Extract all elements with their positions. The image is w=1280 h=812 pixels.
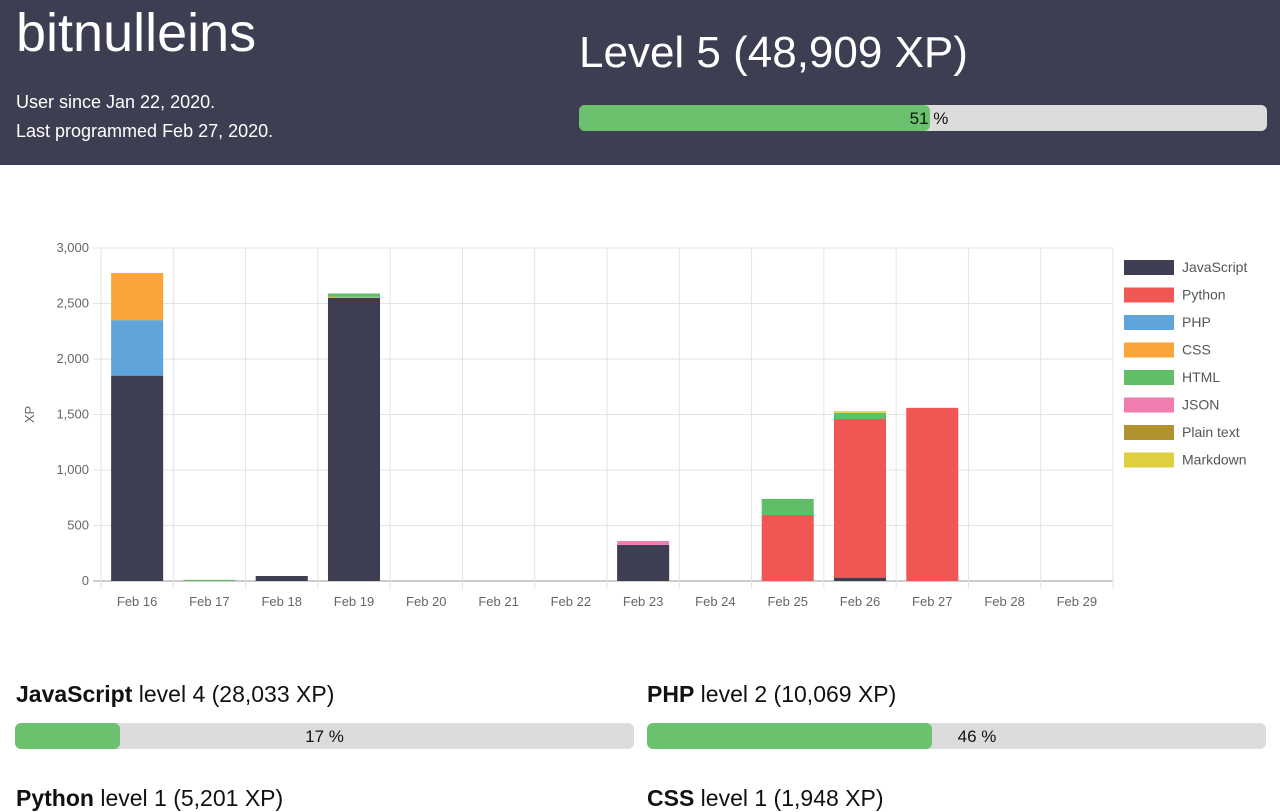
bar-html bbox=[761, 498, 814, 515]
progress-label: 46 % bbox=[957, 727, 997, 746]
bar-html bbox=[833, 412, 887, 419]
skill-level: level 2 (10,069 XP) bbox=[694, 681, 897, 707]
x-tick-label: Feb 25 bbox=[767, 594, 807, 609]
y-tick-label: 1,500 bbox=[56, 407, 89, 422]
y-tick-label: 2,500 bbox=[56, 296, 89, 311]
skill-name: PHP bbox=[647, 681, 695, 707]
legend-label: PHP bbox=[1182, 314, 1211, 330]
bar-python bbox=[906, 407, 959, 581]
progress-fill bbox=[647, 723, 932, 749]
legend-swatch bbox=[1124, 370, 1174, 385]
y-axis-label: XP bbox=[22, 406, 37, 423]
skill-javascript-title: JavaScript level 4 (28,033 XP) bbox=[16, 681, 334, 708]
bar-json bbox=[617, 541, 670, 545]
x-tick-label: Feb 16 bbox=[117, 594, 157, 609]
bar-html bbox=[183, 579, 236, 581]
profile-header: bitnulleins User since Jan 22, 2020. Las… bbox=[0, 0, 1280, 165]
bar-javascript bbox=[833, 577, 887, 581]
x-tick-label: Feb 21 bbox=[478, 594, 518, 609]
y-tick-label: 1,000 bbox=[56, 462, 89, 477]
skill-level: level 4 (28,033 XP) bbox=[132, 681, 335, 707]
skill-name: Python bbox=[16, 785, 94, 811]
bar-css bbox=[111, 272, 164, 321]
bar-javascript bbox=[327, 297, 381, 581]
skill-python-title: Python level 1 (5,201 XP) bbox=[16, 785, 283, 812]
overall-level: Level 5 (48,909 XP) bbox=[579, 28, 968, 77]
x-tick-label: Feb 26 bbox=[840, 594, 880, 609]
bar-javascript bbox=[255, 576, 308, 581]
y-tick-label: 3,000 bbox=[56, 240, 89, 255]
skill-name: CSS bbox=[647, 785, 695, 811]
legend-swatch bbox=[1124, 260, 1174, 275]
user-since: User since Jan 22, 2020. bbox=[16, 92, 216, 112]
legend-label: Markdown bbox=[1182, 452, 1247, 468]
bar-markdown bbox=[833, 411, 887, 413]
legend-label: JSON bbox=[1182, 397, 1219, 413]
skill-php-title: PHP level 2 (10,069 XP) bbox=[647, 681, 896, 708]
last-programmed: Last programmed Feb 27, 2020. bbox=[16, 121, 274, 141]
legend-swatch bbox=[1124, 452, 1174, 468]
x-tick-label: Feb 27 bbox=[912, 594, 952, 609]
legend-swatch bbox=[1124, 287, 1174, 303]
skill-level: level 1 (5,201 XP) bbox=[93, 785, 284, 811]
bar-javascript bbox=[111, 375, 164, 581]
skill-level: level 1 (1,948 XP) bbox=[694, 785, 884, 811]
y-tick-label: 500 bbox=[67, 518, 89, 533]
bar-css bbox=[327, 296, 381, 298]
legend-label: Plain text bbox=[1182, 424, 1240, 440]
skill-css-title: CSS level 1 (1,948 XP) bbox=[647, 785, 884, 812]
bar-html bbox=[327, 293, 381, 297]
legend-swatch bbox=[1124, 397, 1174, 413]
username: bitnulleins bbox=[16, 3, 257, 63]
legend-swatch bbox=[1124, 315, 1174, 330]
skill-name: JavaScript bbox=[16, 681, 133, 707]
skill-php-progress: 46 % bbox=[647, 723, 1266, 749]
x-tick-label: Feb 22 bbox=[551, 594, 591, 609]
x-tick-label: Feb 19 bbox=[334, 594, 374, 609]
legend-swatch bbox=[1124, 425, 1174, 440]
progress-label: 51 % bbox=[909, 109, 949, 128]
legend-label: HTML bbox=[1182, 369, 1220, 385]
legend-label: CSS bbox=[1182, 342, 1211, 358]
bar-javascript bbox=[617, 544, 670, 581]
x-tick-label: Feb 17 bbox=[189, 594, 229, 609]
bar-python bbox=[833, 418, 887, 578]
overall-progress-bar: 51 % bbox=[579, 105, 1267, 131]
bar-python bbox=[761, 514, 814, 581]
progress-label: 17 % bbox=[305, 727, 344, 746]
y-tick-label: 0 bbox=[82, 573, 89, 588]
legend-label: Python bbox=[1182, 287, 1226, 303]
progress-fill bbox=[579, 105, 930, 131]
progress-fill bbox=[15, 723, 121, 749]
y-tick-label: 2,000 bbox=[56, 351, 89, 366]
skill-javascript-progress: 17 % bbox=[15, 723, 634, 749]
x-tick-label: Feb 23 bbox=[623, 594, 663, 609]
legend-swatch bbox=[1124, 342, 1174, 358]
x-tick-label: Feb 28 bbox=[984, 594, 1024, 609]
x-tick-label: Feb 20 bbox=[406, 594, 446, 609]
xp-chart: 0 500 1,000 1,500 2,000 2,500 3,000 Feb 16 Feb 1… bbox=[22, 240, 1247, 609]
x-tick-label: Feb 24 bbox=[695, 594, 735, 609]
x-tick-label: Feb 18 bbox=[261, 594, 301, 609]
legend-label: JavaScript bbox=[1182, 259, 1247, 275]
bar-php bbox=[111, 320, 164, 376]
x-tick-label: Feb 29 bbox=[1057, 594, 1097, 609]
